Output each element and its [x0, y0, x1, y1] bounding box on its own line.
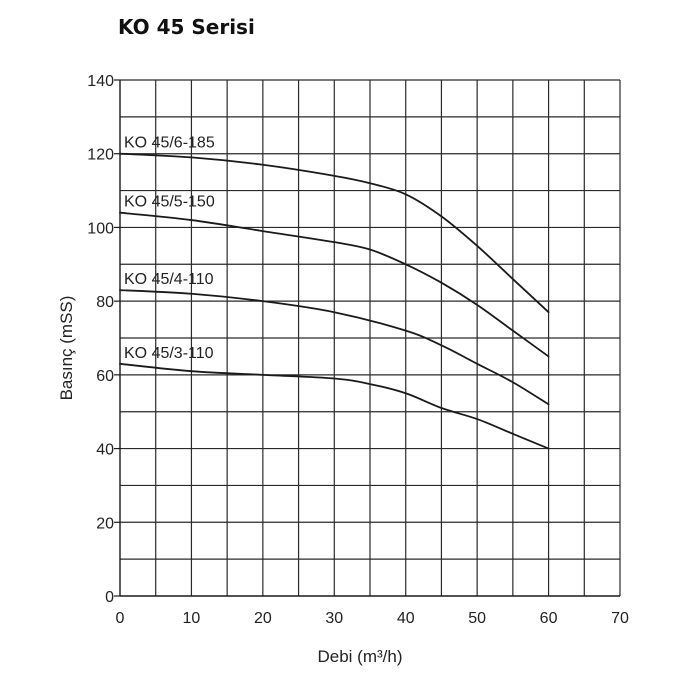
y-tick-label: 100 — [87, 220, 114, 237]
x-axis-title: Debi (m³/h) — [317, 647, 402, 666]
series-label-2: KO 45/5-150 — [124, 194, 215, 211]
series-label-4: KO 45/3-110 — [124, 345, 214, 362]
y-tick-label: 120 — [87, 147, 114, 164]
x-tick-label: 20 — [254, 610, 272, 627]
x-tick-label: 30 — [325, 610, 343, 627]
y-tick-label: 140 — [87, 73, 114, 90]
series-label-3: KO 45/4-110 — [124, 271, 214, 288]
series-line-3 — [119, 289, 550, 406]
series-line-1 — [119, 152, 550, 314]
x-tick-label: 10 — [183, 610, 201, 627]
series-line-2 — [119, 211, 550, 358]
series-labels: KO 45/6-185 KO 45/5-150 KO 45/4-110 KO 45/3… — [124, 135, 215, 362]
y-tick-label: 40 — [96, 442, 114, 459]
chart-title: KO 45 Serisi — [118, 15, 255, 39]
tick-labels: 0 20 40 60 80 100 120 140 0 10 20 30 40 50 60 70 — [87, 73, 629, 627]
x-tick-label: 40 — [397, 610, 415, 627]
y-tick-label: 60 — [96, 368, 114, 385]
y-axis-title: Basınç (mSS) — [57, 296, 76, 401]
series-curves — [119, 152, 550, 450]
x-tick-label: 0 — [116, 610, 125, 627]
series-line-4 — [119, 362, 550, 450]
x-tick-label: 70 — [611, 610, 629, 627]
x-tick-label: 60 — [540, 610, 558, 627]
axes — [114, 79, 620, 597]
y-tick-label: 20 — [96, 515, 114, 532]
series-label-1: KO 45/6-185 — [124, 135, 215, 152]
x-tick-label: 50 — [468, 610, 486, 627]
y-tick-label: 80 — [96, 294, 114, 311]
y-tick-label: 0 — [105, 589, 114, 606]
